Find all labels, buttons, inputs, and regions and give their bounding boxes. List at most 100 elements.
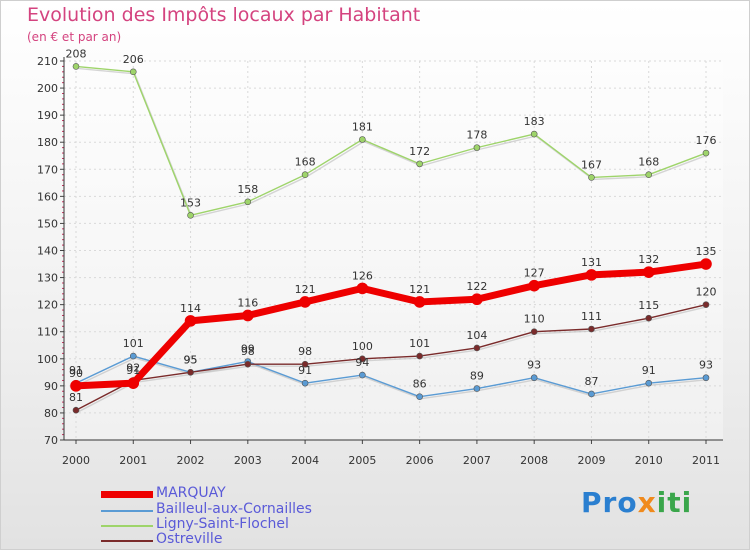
y-tick-label: 130 <box>37 272 58 285</box>
data-label-bailleul-aux-cornailles: 87 <box>584 375 598 388</box>
data-label-marquay: 126 <box>352 269 373 282</box>
data-label-ostreville: 100 <box>352 340 373 353</box>
data-label-ligny-saint-flochel: 168 <box>638 156 659 169</box>
data-label-bailleul-aux-cornailles: 91 <box>298 364 312 377</box>
y-tick-label: 100 <box>37 353 58 366</box>
x-tick-label: 2007 <box>463 454 491 467</box>
data-label-ostreville: 81 <box>69 391 83 404</box>
data-point-marquay <box>127 377 140 389</box>
data-label-ostreville: 101 <box>409 337 430 350</box>
data-point-ostreville <box>588 325 595 333</box>
proxiti-logo: Proxiti <box>581 486 693 519</box>
data-label-marquay: 121 <box>295 283 316 296</box>
data-point-ligny-saint-flochel <box>530 130 538 138</box>
data-point-ostreville <box>72 406 80 414</box>
data-label-marquay: 121 <box>409 283 430 296</box>
data-point-ligny-saint-flochel <box>359 136 366 143</box>
x-tick-label: 2003 <box>234 454 262 467</box>
data-point-bailleul-aux-cornailles <box>645 379 653 387</box>
chart-subtitle: (en € et par an) <box>27 30 122 44</box>
data-point-ostreville <box>530 328 538 336</box>
x-tick-label: 2001 <box>119 454 147 467</box>
y-tick-label: 170 <box>37 163 58 176</box>
data-label-ligny-saint-flochel: 158 <box>237 183 258 196</box>
data-label-marquay: 135 <box>696 245 717 258</box>
x-tick-label: 2000 <box>62 454 90 467</box>
data-point-ligny-saint-flochel <box>588 174 595 181</box>
data-point-ostreville <box>702 301 710 308</box>
data-point-ligny-saint-flochel <box>702 149 710 157</box>
x-tick-label: 2010 <box>635 454 663 467</box>
legend-item-ligny: Ligny-Saint-Flochel <box>101 516 361 533</box>
data-label-ligny-saint-flochel: 172 <box>409 145 430 158</box>
data-label-ligny-saint-flochel: 206 <box>123 53 144 66</box>
data-label-ostreville: 111 <box>581 310 602 323</box>
data-point-ligny-saint-flochel <box>645 171 653 178</box>
data-point-bailleul-aux-cornailles <box>702 374 710 382</box>
data-label-marquay: 122 <box>466 280 487 293</box>
data-label-marquay: 114 <box>180 302 201 315</box>
data-point-marquay <box>700 258 712 270</box>
legend-swatch-ostreville <box>101 540 153 542</box>
data-label-ligny-saint-flochel: 176 <box>696 134 717 147</box>
x-tick-label: 2008 <box>520 454 548 467</box>
data-point-ostreville <box>473 344 481 352</box>
y-tick-label: 190 <box>37 109 58 122</box>
data-label-bailleul-aux-cornailles: 93 <box>527 359 541 372</box>
series-line-bailleul-aux-cornailles <box>75 355 707 398</box>
x-tick-label: 2004 <box>291 454 319 467</box>
data-point-bailleul-aux-cornailles <box>530 374 538 382</box>
legend-swatch-marquay <box>101 491 153 498</box>
series-shadow-bailleul-aux-cornailles <box>77 357 708 400</box>
legend-label: Ostreville <box>156 531 223 547</box>
data-label-ostreville: 92 <box>126 361 140 374</box>
chart-title: Evolution des Impôts locaux par Habitant <box>27 4 421 26</box>
data-point-marquay <box>528 279 540 292</box>
data-label-ostreville: 110 <box>524 313 545 326</box>
data-label-marquay: 90 <box>69 367 83 380</box>
x-tick-label: 2009 <box>577 454 605 467</box>
data-label-bailleul-aux-cornailles: 99 <box>241 342 255 355</box>
data-point-marquay <box>642 266 655 278</box>
series-line-ostreville <box>75 303 707 411</box>
data-point-marquay <box>413 296 426 308</box>
legend-label: Bailleul-aux-Cornailles <box>156 501 312 517</box>
x-tick-label: 2002 <box>177 454 205 467</box>
data-point-marquay <box>585 269 598 281</box>
series-shadow-ostreville <box>77 305 708 413</box>
data-label-ligny-saint-flochel: 168 <box>295 156 316 169</box>
x-tick-label: 2006 <box>406 454 434 467</box>
data-point-bailleul-aux-cornailles <box>473 385 481 392</box>
x-tick-label: 2011 <box>692 454 720 467</box>
y-tick-label: 70 <box>44 434 58 447</box>
x-tick-label: 2005 <box>348 454 376 467</box>
data-point-ligny-saint-flochel <box>187 212 194 219</box>
data-label-bailleul-aux-cornailles: 95 <box>184 353 198 366</box>
data-label-bailleul-aux-cornailles: 91 <box>69 364 83 377</box>
data-label-ligny-saint-flochel: 183 <box>524 115 545 128</box>
legend-label: Ligny-Saint-Flochel <box>156 516 289 532</box>
data-point-ligny-saint-flochel <box>416 160 423 168</box>
y-tick-label: 150 <box>37 217 58 230</box>
y-tick-label: 200 <box>37 82 58 95</box>
y-tick-label: 80 <box>44 407 58 420</box>
data-label-marquay: 91 <box>126 364 140 377</box>
data-point-bailleul-aux-cornailles <box>416 393 423 400</box>
data-point-marquay <box>299 296 311 308</box>
data-point-ostreville <box>187 369 194 376</box>
data-point-bailleul-aux-cornailles <box>129 352 137 360</box>
legend-item-ostreville: Ostreville <box>101 531 361 548</box>
data-point-ligny-saint-flochel <box>129 68 137 76</box>
data-label-marquay: 132 <box>638 253 659 266</box>
data-label-ostreville: 120 <box>696 286 717 299</box>
data-label-ostreville: 98 <box>298 345 312 358</box>
data-label-bailleul-aux-cornailles: 94 <box>355 356 369 369</box>
legend-item-marquay: MARQUAY <box>101 485 361 502</box>
data-label-bailleul-aux-cornailles: 93 <box>699 359 713 372</box>
y-tick-label: 140 <box>37 245 58 258</box>
data-point-ligny-saint-flochel <box>301 171 309 178</box>
data-point-marquay <box>471 293 483 306</box>
legend-label: MARQUAY <box>156 485 226 501</box>
